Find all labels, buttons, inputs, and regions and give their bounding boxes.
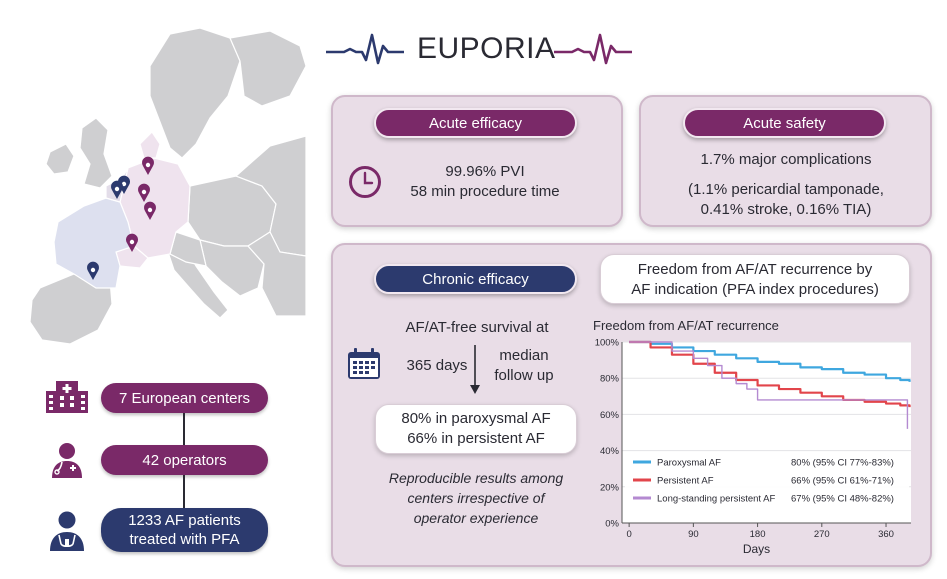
operators-pill: 42 operators: [101, 445, 268, 475]
y-tick-label: 100%: [595, 338, 620, 349]
acute-efficacy-values: 99.96% PVI 58 min procedure time: [390, 162, 580, 202]
legend-entry: Persistent AF: [657, 476, 714, 487]
x-tick-label: 270: [814, 529, 830, 540]
freedom-header-box: Freedom from AF/AT recurrence by AF indi…: [600, 254, 910, 304]
acute-safety-label: Acute safety: [683, 108, 886, 138]
navy-pin-icon: [111, 180, 123, 199]
legend-stat: 67% (95% CI 48%-82%): [791, 494, 894, 505]
patient-icon: [50, 511, 84, 551]
y-tick-label: 20%: [600, 482, 620, 493]
tamponade-text: (1.1% pericardial tamponade,: [688, 181, 884, 198]
connector-line: [183, 413, 185, 446]
heartbeat-wave-left-icon: [326, 33, 404, 65]
median-line2: follow up: [494, 367, 554, 384]
patients-pill: 1233 AF patients treated with PFA: [101, 508, 268, 552]
stroke-tia-text: 0.41% stroke, 0.16% TIA): [700, 201, 872, 218]
x-tick-label: 90: [688, 529, 699, 540]
header: EUPORIA: [326, 26, 632, 72]
patients-line1: 1233 AF patients: [128, 512, 241, 529]
legend-entry: Paroxysmal AF: [657, 458, 721, 469]
map-pins: [87, 156, 156, 280]
europe-map: [29, 27, 306, 345]
navy-pin-icon: [118, 175, 130, 194]
purple-pin-icon: [144, 201, 156, 220]
x-axis-label: Days: [743, 542, 770, 556]
reproducible-note: Reproducible results among centers irres…: [370, 468, 582, 528]
median-line1: median: [499, 347, 549, 364]
legend-stat: 66% (95% CI 61%-71%): [791, 476, 894, 487]
paroxysmal-result: 80% in paroxysmal AF: [401, 410, 551, 427]
y-tick-label: 80%: [600, 374, 620, 385]
y-tick-label: 40%: [600, 446, 620, 457]
series-line-0: [629, 340, 911, 382]
navy-pin-icon: [87, 261, 99, 280]
legend-stat: 80% (95% CI 77%-83%): [791, 458, 894, 469]
purple-pin-icon: [126, 233, 138, 252]
acute-safety-values: 1.7% major complications (1.1% pericardi…: [650, 150, 922, 220]
y-tick-label: 0%: [605, 519, 619, 530]
survival-text: AF/AT-free survival at: [405, 319, 549, 336]
x-tick-label: 360: [878, 529, 894, 540]
note-line3: operator experience: [413, 510, 539, 526]
connector-line: [183, 475, 185, 508]
chronic-efficacy-label: Chronic efficacy: [374, 264, 577, 294]
hospital-icon: [46, 381, 88, 413]
pvi-text: 99.96% PVI: [445, 163, 525, 180]
legend-box: [625, 454, 909, 510]
centers-pill: 7 European centers: [101, 383, 268, 413]
persistent-result: 66% in persistent AF: [407, 430, 545, 447]
calendar-icon: [348, 348, 380, 379]
purple-pin-icon: [138, 183, 150, 202]
operator-doctor-icon: [52, 443, 82, 478]
series-line-2: [629, 341, 909, 429]
purple-pin-icon: [142, 156, 154, 175]
x-tick-label: 0: [626, 529, 631, 540]
clock-icon: [349, 166, 381, 198]
down-arrow-icon: [470, 345, 480, 394]
acute-efficacy-label: Acute efficacy: [374, 108, 577, 138]
results-box: 80% in paroxysmal AF 66% in persistent A…: [375, 404, 577, 454]
km-chart-svg: 0% 20% 40% 60% 80% 100% 0 90 180 270 360 Days Parox…: [595, 338, 911, 556]
page-title: EUPORIA: [417, 32, 556, 65]
patients-line2: treated with PFA: [129, 531, 240, 548]
legend-entry: Long-standing persistent AF: [657, 494, 775, 505]
x-tick-label: 180: [750, 529, 766, 540]
note-line1: Reproducible results among: [388, 470, 564, 486]
procedure-time-text: 58 min procedure time: [410, 183, 560, 200]
freedom-header-line2: AF indication (PFA index procedures): [631, 281, 879, 298]
km-chart: 0% 20% 40% 60% 80% 100% 0 90 180 270 360 Days Parox…: [591, 314, 921, 558]
median-text: median follow up: [488, 346, 560, 386]
days-text: 365 days: [406, 357, 468, 374]
chart-title: Freedom from AF/AT recurrence: [593, 318, 779, 333]
y-tick-label: 60%: [600, 410, 620, 421]
note-line2: centers irrespective of: [407, 490, 545, 506]
freedom-header-line1: Freedom from AF/AT recurrence by: [637, 261, 873, 278]
major-complications-text: 1.7% major complications: [700, 151, 872, 168]
heartbeat-wave-right-icon: [554, 33, 632, 65]
series-line-1: [629, 340, 911, 408]
